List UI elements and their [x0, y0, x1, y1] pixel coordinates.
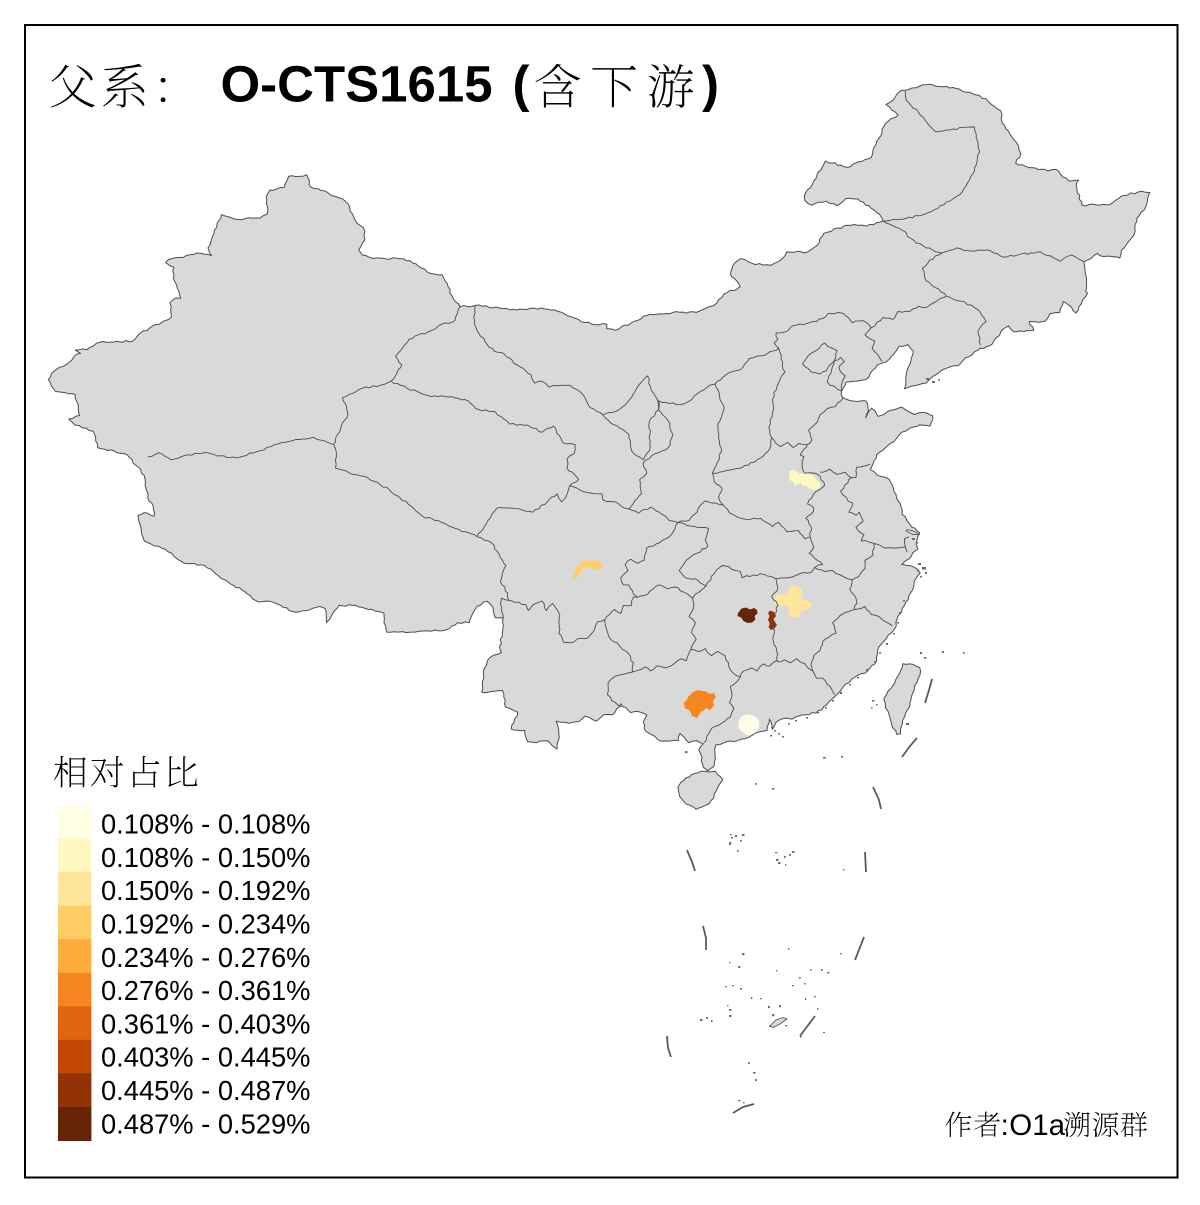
- svg-text:0.192% - 0.234%: 0.192% - 0.234%: [101, 909, 310, 940]
- svg-text:(: (: [513, 56, 530, 113]
- svg-text:0.150% - 0.192%: 0.150% - 0.192%: [101, 875, 310, 906]
- svg-text:O-CTS1615: O-CTS1615: [221, 56, 493, 113]
- svg-text::: :: [1001, 1109, 1009, 1142]
- svg-text:): ): [702, 56, 719, 113]
- svg-text:0.234% - 0.276%: 0.234% - 0.276%: [101, 942, 310, 973]
- svg-text:0.276% - 0.361%: 0.276% - 0.361%: [101, 975, 310, 1006]
- svg-text:0.108% - 0.150%: 0.108% - 0.150%: [101, 842, 310, 873]
- svg-text:0.361% - 0.403%: 0.361% - 0.403%: [101, 1008, 310, 1039]
- svg-text:O1a: O1a: [1009, 1109, 1065, 1142]
- svg-text:0.108% - 0.108%: 0.108% - 0.108%: [101, 809, 310, 840]
- svg-text:0.487% - 0.529%: 0.487% - 0.529%: [101, 1108, 310, 1139]
- svg-text:0.445% - 0.487%: 0.445% - 0.487%: [101, 1075, 310, 1106]
- svg-text:0.403% - 0.445%: 0.403% - 0.445%: [101, 1042, 310, 1073]
